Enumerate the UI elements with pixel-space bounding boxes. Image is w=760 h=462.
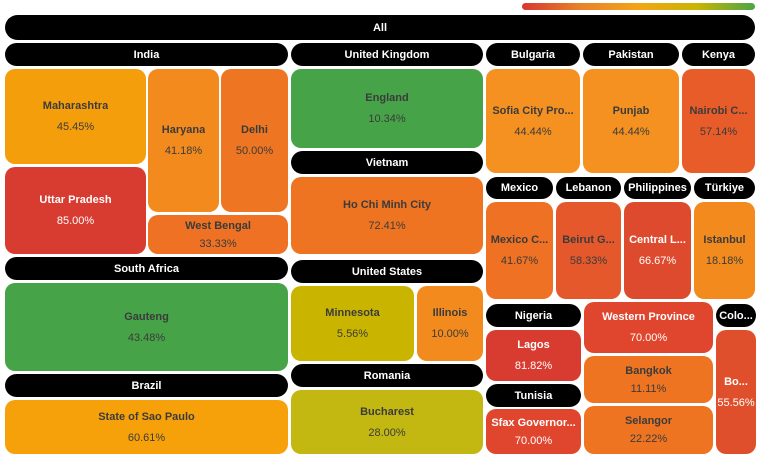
tile-label: West Bengal xyxy=(185,219,251,232)
tile-ho-chi-minh-city[interactable]: Ho Chi Minh City 72.41% xyxy=(291,177,483,254)
tile-label: Beirut G... xyxy=(562,234,615,246)
group-header-nigeria[interactable]: Nigeria xyxy=(486,304,581,327)
group-header-united-states[interactable]: United States xyxy=(291,260,483,283)
tile-value: 66.67% xyxy=(638,255,677,267)
tile-state-of-sao-paulo[interactable]: State of Sao Paulo 60.61% xyxy=(5,400,288,454)
tile-label: Delhi xyxy=(241,124,268,136)
tile-value: 11.11% xyxy=(630,382,667,395)
tile-selangor[interactable]: Selangor 22.22% xyxy=(584,406,713,454)
tile-uttar-pradesh[interactable]: Uttar Pradesh 85.00% xyxy=(5,167,146,254)
group-header-south-africa[interactable]: South Africa xyxy=(5,257,288,280)
tile-value: 81.82% xyxy=(514,360,553,372)
tile-label: Central L... xyxy=(629,234,686,246)
tile-bo[interactable]: Bo... 55.56% xyxy=(716,330,756,454)
tile-label: Bangkok xyxy=(625,364,672,377)
tile-label: Bucharest xyxy=(360,405,414,418)
tile-value: 50.00% xyxy=(235,145,274,157)
tile-england[interactable]: England 10.34% xyxy=(291,69,483,148)
group-header-pakistan[interactable]: Pakistan xyxy=(583,43,679,66)
tile-west-bengal[interactable]: West Bengal 33.33% xyxy=(148,215,288,254)
tile-value: 44.44% xyxy=(514,125,552,138)
tile-bangkok[interactable]: Bangkok 11.11% xyxy=(584,356,713,403)
tile-label: Illinois xyxy=(432,307,468,319)
tile-value: 33.33% xyxy=(199,237,237,250)
tile-value: 55.56% xyxy=(717,396,755,409)
tile-sofia-city-pro[interactable]: Sofia City Pro... 44.44% xyxy=(486,69,580,173)
tile-value: 28.00% xyxy=(368,426,406,439)
tile-label: Sfax Governor... xyxy=(491,416,576,429)
tile-label: Gauteng xyxy=(124,310,169,323)
tile-label: Punjab xyxy=(612,104,650,117)
group-header-brazil[interactable]: Brazil xyxy=(5,374,288,397)
tile-label: England xyxy=(365,92,409,104)
tile-value: 5.56% xyxy=(336,328,369,340)
tile-punjab[interactable]: Punjab 44.44% xyxy=(583,69,679,173)
tile-label: Sofia City Pro... xyxy=(492,104,574,117)
tile-western-province[interactable]: Western Province 70.00% xyxy=(584,302,713,353)
tile-value: 70.00% xyxy=(514,434,553,447)
tile-label: Lagos xyxy=(517,339,550,351)
tile-value: 10.00% xyxy=(431,328,469,340)
tile-value: 57.14% xyxy=(699,125,738,138)
color-scale-legend xyxy=(522,3,755,10)
group-header-lebanon[interactable]: Lebanon xyxy=(556,177,621,199)
group-header-kenya[interactable]: Kenya xyxy=(682,43,755,66)
group-header-romania[interactable]: Romania xyxy=(291,364,483,387)
group-header-colo[interactable]: Colo... xyxy=(716,304,756,327)
tile-value: 44.44% xyxy=(612,125,650,138)
tile-istanbul[interactable]: Istanbul 18.18% xyxy=(694,202,755,299)
tile-value: 18.18% xyxy=(705,255,744,267)
tile-value: 41.67% xyxy=(500,255,539,267)
group-header-vietnam[interactable]: Vietnam xyxy=(291,151,483,174)
tile-value: 45.45% xyxy=(56,121,95,133)
tile-value: 58.33% xyxy=(569,255,608,267)
tile-value: 10.34% xyxy=(368,113,406,125)
tile-minnesota[interactable]: Minnesota 5.56% xyxy=(291,286,414,361)
tile-label: Minnesota xyxy=(325,307,380,319)
tile-label: Haryana xyxy=(161,124,206,136)
tile-label: Ho Chi Minh City xyxy=(343,199,431,211)
tile-nairobi-c[interactable]: Nairobi C... 57.14% xyxy=(682,69,755,173)
group-header-india[interactable]: India xyxy=(5,43,288,66)
tile-mexico-c[interactable]: Mexico C... 41.67% xyxy=(486,202,553,299)
group-header-united-kingdom[interactable]: United Kingdom xyxy=(291,43,483,66)
group-header-philippines[interactable]: Philippines xyxy=(624,177,691,199)
tile-central-l[interactable]: Central L... 66.67% xyxy=(624,202,691,299)
tile-value: 41.18% xyxy=(164,145,203,157)
tile-value: 60.61% xyxy=(127,431,166,444)
group-header-tunisia[interactable]: Tunisia xyxy=(486,384,581,407)
root-header[interactable]: All xyxy=(5,15,755,40)
tile-label: Western Province xyxy=(602,311,695,323)
tile-gauteng[interactable]: Gauteng 43.48% xyxy=(5,283,288,371)
group-header-turkiye[interactable]: Türkiye xyxy=(694,177,755,199)
tile-lagos[interactable]: Lagos 81.82% xyxy=(486,330,581,381)
tile-value: 72.41% xyxy=(368,220,406,232)
tile-maharashtra[interactable]: Maharashtra 45.45% xyxy=(5,69,146,164)
tile-illinois[interactable]: Illinois 10.00% xyxy=(417,286,483,361)
group-header-bulgaria[interactable]: Bulgaria xyxy=(486,43,580,66)
tile-label: Bo... xyxy=(724,375,748,388)
tile-label: State of Sao Paulo xyxy=(98,410,195,423)
tile-label: Maharashtra xyxy=(42,100,109,112)
tile-value: 85.00% xyxy=(56,215,95,227)
tile-bucharest[interactable]: Bucharest 28.00% xyxy=(291,390,483,454)
tile-label: Mexico C... xyxy=(490,234,549,246)
tile-label: Selangor xyxy=(624,415,673,427)
tile-delhi[interactable]: Delhi 50.00% xyxy=(221,69,288,212)
tile-value: 43.48% xyxy=(127,331,166,344)
tile-label: Uttar Pradesh xyxy=(39,194,112,206)
tile-label: Istanbul xyxy=(703,234,746,246)
tile-label: Nairobi C... xyxy=(689,104,748,117)
tile-sfax-governor[interactable]: Sfax Governor... 70.00% xyxy=(486,409,581,454)
tile-value: 70.00% xyxy=(629,332,668,344)
tile-haryana[interactable]: Haryana 41.18% xyxy=(148,69,219,212)
tile-beirut-g[interactable]: Beirut G... 58.33% xyxy=(556,202,621,299)
tile-value: 22.22% xyxy=(629,433,668,445)
group-header-mexico[interactable]: Mexico xyxy=(486,177,553,199)
